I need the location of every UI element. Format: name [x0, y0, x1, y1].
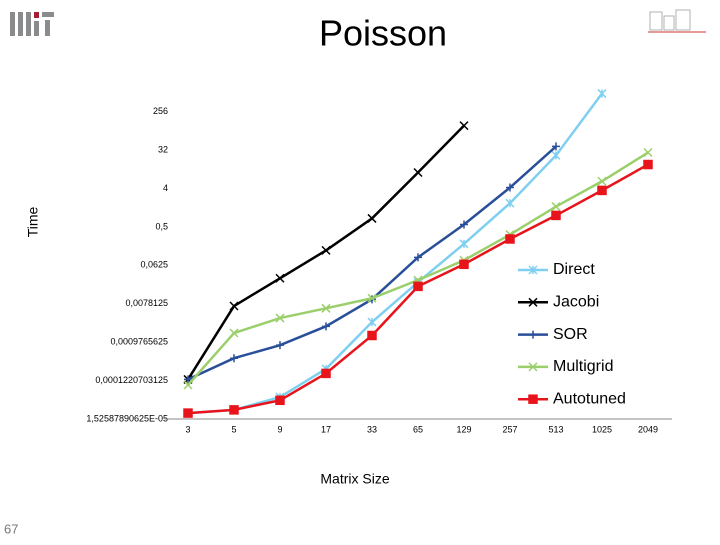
csail-logo [648, 9, 706, 33]
y-axis-label: Time [25, 206, 41, 237]
x-tick-label: 5 [231, 424, 236, 434]
marker [643, 147, 653, 158]
series [183, 159, 653, 418]
marker [414, 253, 422, 262]
series-line [187, 92, 604, 415]
marker [230, 354, 238, 363]
marker [321, 303, 331, 313]
legend-label: Direct [553, 261, 595, 278]
slide-number: 67 [4, 521, 18, 536]
marker [460, 220, 468, 229]
legend-label: Multigrid [553, 358, 613, 375]
marker [459, 121, 469, 131]
x-tick-label: 17 [321, 424, 331, 434]
marker [551, 150, 561, 160]
y-tick-label: 32 [158, 144, 168, 154]
marker [367, 213, 377, 223]
marker [321, 368, 331, 379]
legend-label: SOR [553, 326, 588, 343]
x-tick-label: 65 [413, 424, 423, 434]
legend-label: Autotuned [553, 390, 626, 407]
marker [322, 322, 330, 331]
marker [528, 362, 538, 372]
marker [367, 293, 377, 303]
y-tick-label: 4 [163, 183, 168, 193]
y-tick-label: 0,0001220703125 [95, 375, 168, 385]
marker [506, 183, 514, 192]
marker [459, 259, 469, 270]
marker [505, 234, 515, 244]
marker [367, 317, 377, 327]
marker [276, 341, 284, 350]
marker [183, 408, 193, 418]
marker [413, 281, 423, 292]
y-tick-label: 0,0078125 [125, 298, 168, 308]
marker [367, 330, 377, 341]
marker [551, 210, 561, 221]
marker [528, 297, 538, 307]
x-axis-label: Matrix Size [320, 471, 389, 487]
x-tick-label: 513 [548, 424, 563, 434]
x-tick-label: 257 [502, 424, 517, 434]
marker [528, 394, 538, 404]
marker [229, 328, 239, 338]
mit-logo [10, 12, 54, 36]
series-line [187, 145, 557, 381]
marker [552, 142, 560, 151]
x-tick-label: 9 [277, 424, 282, 434]
marker [229, 405, 239, 415]
marker [459, 239, 469, 249]
marker [321, 245, 331, 255]
x-tick-label: 33 [367, 424, 377, 434]
marker [597, 176, 607, 186]
marker [597, 185, 607, 196]
y-tick-label: 1,52587890625E-05 [86, 413, 168, 423]
marker [643, 159, 653, 170]
marker [229, 301, 239, 311]
x-tick-label: 1025 [592, 424, 612, 434]
marker [275, 313, 285, 323]
series-line [186, 124, 465, 381]
marker [528, 265, 538, 275]
marker [275, 273, 285, 283]
x-tick-label: 2049 [638, 424, 658, 434]
y-tick-label: 0,0009765625 [110, 337, 168, 347]
marker [551, 202, 561, 212]
marker [529, 330, 537, 339]
x-tick-label: 129 [456, 424, 471, 434]
marker [275, 395, 285, 406]
chart-title: Poisson [319, 13, 447, 54]
y-tick-label: 0,0625 [140, 260, 168, 270]
marker [183, 380, 193, 390]
x-tick-label: 3 [185, 424, 190, 434]
marker [413, 167, 423, 178]
marker [184, 375, 192, 384]
y-tick-label: 256 [153, 106, 168, 116]
marker [505, 198, 515, 208]
series [184, 142, 560, 384]
marker [597, 89, 607, 99]
y-tick-label: 0,5 [155, 221, 168, 231]
legend-label: Jacobi [553, 294, 599, 311]
